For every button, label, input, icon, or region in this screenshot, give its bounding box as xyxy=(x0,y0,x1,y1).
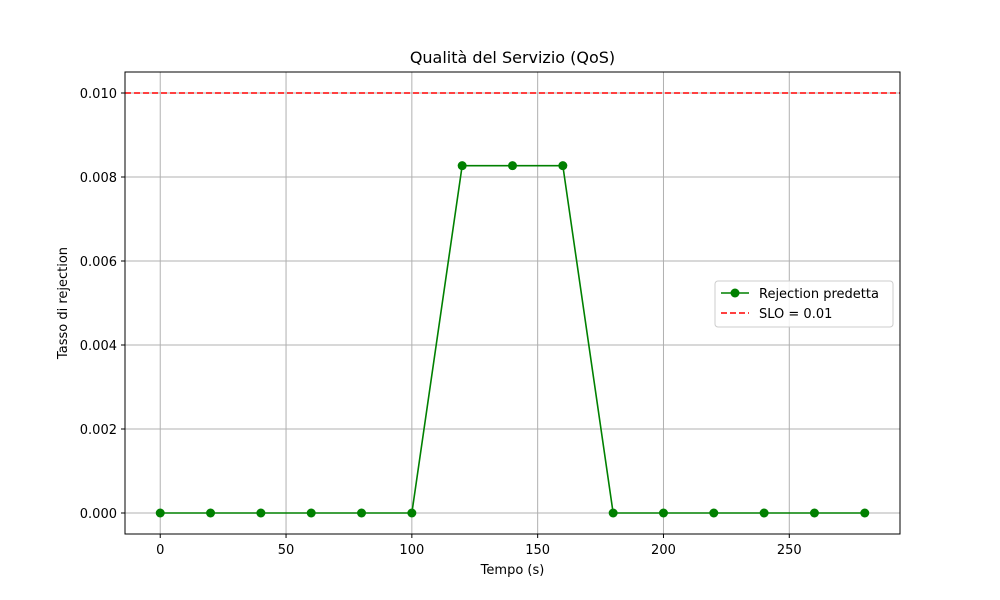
series-line xyxy=(160,164,865,514)
x-tick-label: 50 xyxy=(278,543,295,558)
x-tick-label: 150 xyxy=(525,543,550,558)
y-tick-label: 0.010 xyxy=(80,87,117,102)
data-point xyxy=(407,508,417,518)
data-point xyxy=(457,161,467,171)
data-point xyxy=(608,508,618,518)
y-axis-label: Tasso di rejection xyxy=(56,247,71,360)
axis-ticks: 0 50 100 150 200 250 0.000 0.002 0.004 0.006 0.008… xyxy=(80,87,802,558)
legend-box xyxy=(714,280,894,328)
x-tick-label: 250 xyxy=(777,543,802,558)
data-point xyxy=(155,508,165,518)
data-point xyxy=(709,508,719,518)
legend-marker xyxy=(730,288,740,298)
data-point xyxy=(256,508,266,518)
data-point xyxy=(508,161,517,171)
data-point xyxy=(860,508,870,518)
series-layer xyxy=(155,161,870,518)
data-point xyxy=(206,508,216,518)
data-point xyxy=(658,508,668,518)
chart-title: Qualità del Servizio (QoS) xyxy=(410,48,615,67)
y-tick-label: 0.006 xyxy=(80,255,117,270)
x-tick-label: 0 xyxy=(156,543,164,558)
data-point xyxy=(558,161,568,171)
y-tick-label: 0.002 xyxy=(80,423,117,438)
data-point xyxy=(759,508,769,518)
legend-label: SLO = 0.01 xyxy=(759,307,832,322)
plot-frame xyxy=(124,71,901,535)
y-tick-label: 0.004 xyxy=(80,339,117,354)
data-point xyxy=(809,508,819,518)
legend-label: Rejection predetta xyxy=(759,287,879,302)
x-axis-label: Tempo (s) xyxy=(480,563,545,578)
y-tick-label: 0.000 xyxy=(80,507,117,522)
legend: Rejection predetta SLO = 0.01 xyxy=(714,280,894,328)
x-tick-label: 200 xyxy=(651,543,676,558)
x-tick-label: 100 xyxy=(399,543,424,558)
data-point xyxy=(306,508,316,518)
data-point xyxy=(357,508,367,518)
y-tick-label: 0.008 xyxy=(80,171,117,186)
